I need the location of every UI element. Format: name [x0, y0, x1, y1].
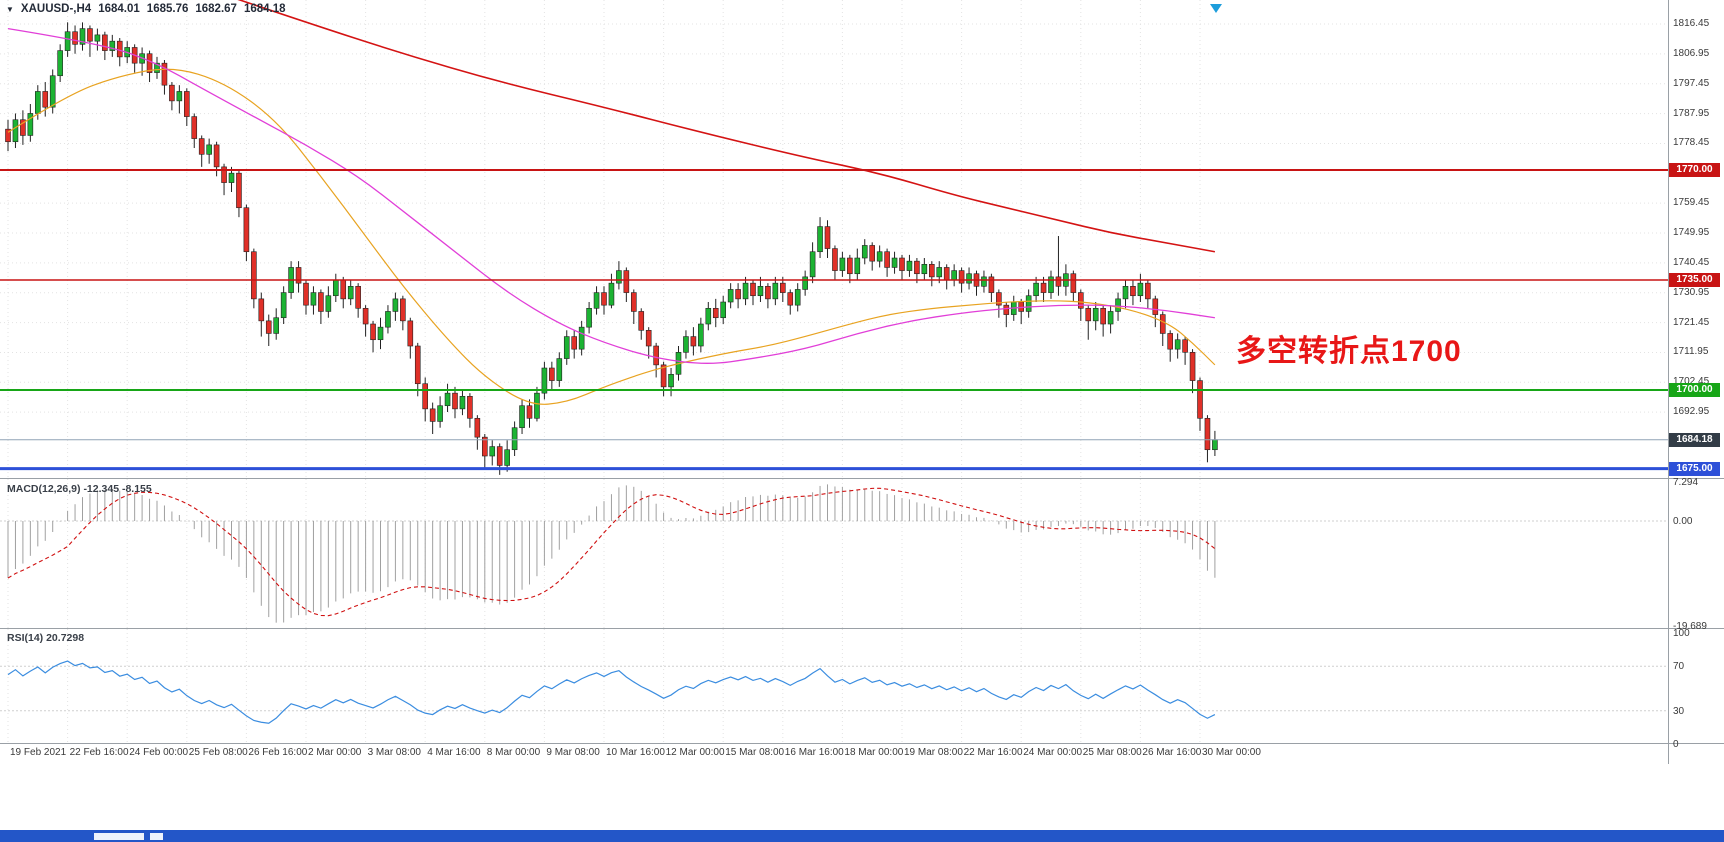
rsi-axis-label: 30: [1673, 705, 1685, 717]
rsi-axis-label: 70: [1673, 661, 1685, 673]
price-axis[interactable]: 1816.45 1806.95 1797.45 1787.95 1778.45 1759.…: [1668, 0, 1724, 768]
time-axis-label: 24 Mar 00:00: [1023, 747, 1083, 758]
rsi-panel-area[interactable]: [0, 629, 1668, 743]
price-axis-label: 1778.45: [1673, 137, 1710, 149]
time-axis-label: 26 Feb 16:00: [248, 747, 308, 758]
time-axis-label: 19 Mar 08:00: [904, 747, 963, 758]
price-axis-label: 1749.95: [1673, 227, 1710, 239]
time-axis-label: 19 Feb 2021: [10, 747, 67, 758]
price-axis-label: 1702.45: [1673, 376, 1710, 388]
price-axis-label: 1787.95: [1673, 107, 1710, 119]
macd-axis-label: 0.00: [1673, 515, 1693, 527]
quote-high: 1685.76: [146, 3, 189, 15]
main-chart-area[interactable]: [0, 0, 1668, 478]
price-badge: 1770.00: [1669, 163, 1720, 178]
price-axis-label: 1730.95: [1673, 286, 1710, 298]
time-axis-label: 22 Feb 16:00: [69, 747, 129, 758]
macd-axis-label: -19.689: [1673, 620, 1707, 632]
rsi-axis-label: 100: [1673, 628, 1690, 639]
price-axis-label: 1806.95: [1673, 47, 1710, 59]
price-axis-label: 1721.45: [1673, 316, 1710, 328]
chart-menu-icon[interactable]: ▼: [6, 4, 14, 14]
time-axis-label: 4 Mar 16:00: [427, 747, 481, 758]
time-axis-label: 8 Mar 00:00: [486, 747, 541, 758]
time-axis-label: 25 Feb 08:00: [188, 747, 248, 758]
chart-annotation-text[interactable]: 多空转折点1700: [1236, 335, 1462, 368]
time-axis-label: 15 Mar 08:00: [725, 747, 785, 758]
chart-shift-marker-icon: [1210, 4, 1222, 13]
price-axis-label: 1740.45: [1673, 256, 1710, 268]
time-axis-label: 30 Mar 00:00: [1202, 747, 1261, 758]
price-badge: 1735.00: [1669, 273, 1720, 287]
symbol-timeframe-label: XAUUSD-,H4: [20, 3, 92, 15]
macd-axis-label: 7.294: [1673, 477, 1699, 489]
time-axis-label: 16 Mar 16:00: [784, 747, 844, 758]
macd-indicator-label: MACD(12,26,9) -12.345 -8.155: [7, 483, 152, 495]
time-axis-label: 3 Mar 08:00: [367, 747, 421, 758]
time-axis-label: 24 Feb 00:00: [129, 747, 189, 758]
quote-open: 1684.01: [98, 3, 140, 15]
macd-panel-area[interactable]: [0, 479, 1668, 628]
price-axis-label: 1711.95: [1673, 346, 1709, 358]
price-axis-label: 1692.95: [1673, 406, 1710, 418]
quote-close: 1684.18: [243, 3, 286, 15]
price-axis-label: 1759.45: [1673, 197, 1710, 209]
price-badge: 1684.18: [1669, 432, 1720, 447]
rsi-indicator-label: RSI(14) 20.7298: [7, 632, 85, 644]
rsi-axis-label: 0: [1673, 739, 1679, 750]
taskbar-strip: [0, 830, 1724, 842]
price-axis-label: 1816.45: [1673, 18, 1710, 30]
time-axis-label: 26 Mar 16:00: [1142, 747, 1202, 758]
time-axis-label: 22 Mar 16:00: [963, 747, 1023, 758]
time-axis[interactable]: 19 Feb 2021 22 Feb 16:00 24 Feb 00:00 25 Fe…: [0, 743, 1668, 765]
price-axis-label: 1797.45: [1673, 77, 1710, 89]
quote-low: 1682.67: [195, 3, 237, 15]
time-axis-label: 18 Mar 00:00: [844, 747, 904, 758]
taskbar-segment[interactable]: [94, 833, 144, 840]
chart-title-bar: ▼ XAUUSD-,H4 1684.01 1685.76 1682.67 168…: [6, 3, 286, 15]
time-axis-label: 25 Mar 08:00: [1082, 747, 1142, 758]
price-badge: 1700.00: [1669, 383, 1720, 397]
time-axis-label: 10 Mar 16:00: [606, 747, 665, 758]
price-badge: 1675.00: [1669, 461, 1720, 476]
time-axis-label: 9 Mar 08:00: [546, 747, 600, 758]
time-axis-label: 12 Mar 00:00: [665, 747, 725, 758]
taskbar-segment[interactable]: [150, 833, 163, 840]
time-axis-label: 2 Mar 00:00: [308, 747, 362, 758]
